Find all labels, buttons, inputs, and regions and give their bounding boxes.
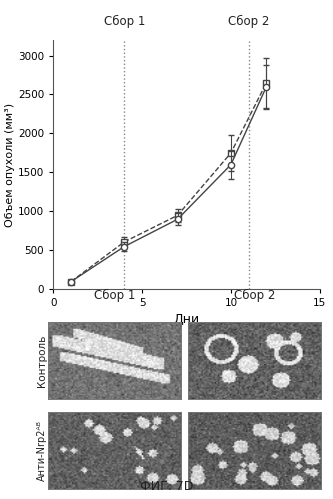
Text: Сбор 1: Сбор 1: [104, 15, 145, 28]
Text: ФИГ. 7D: ФИГ. 7D: [140, 480, 193, 493]
Text: Сбор 2: Сбор 2: [234, 289, 275, 302]
Text: Сбор 2: Сбор 2: [228, 15, 269, 28]
Text: Контроль: Контроль: [37, 334, 47, 387]
X-axis label: Дни: Дни: [173, 312, 199, 326]
Y-axis label: Объем опухоли (мм³): Объем опухоли (мм³): [5, 103, 15, 227]
Text: Анти-Nrp2ᴬᴮ: Анти-Nrp2ᴬᴮ: [37, 420, 47, 481]
Text: Сбор 1: Сбор 1: [94, 289, 136, 302]
